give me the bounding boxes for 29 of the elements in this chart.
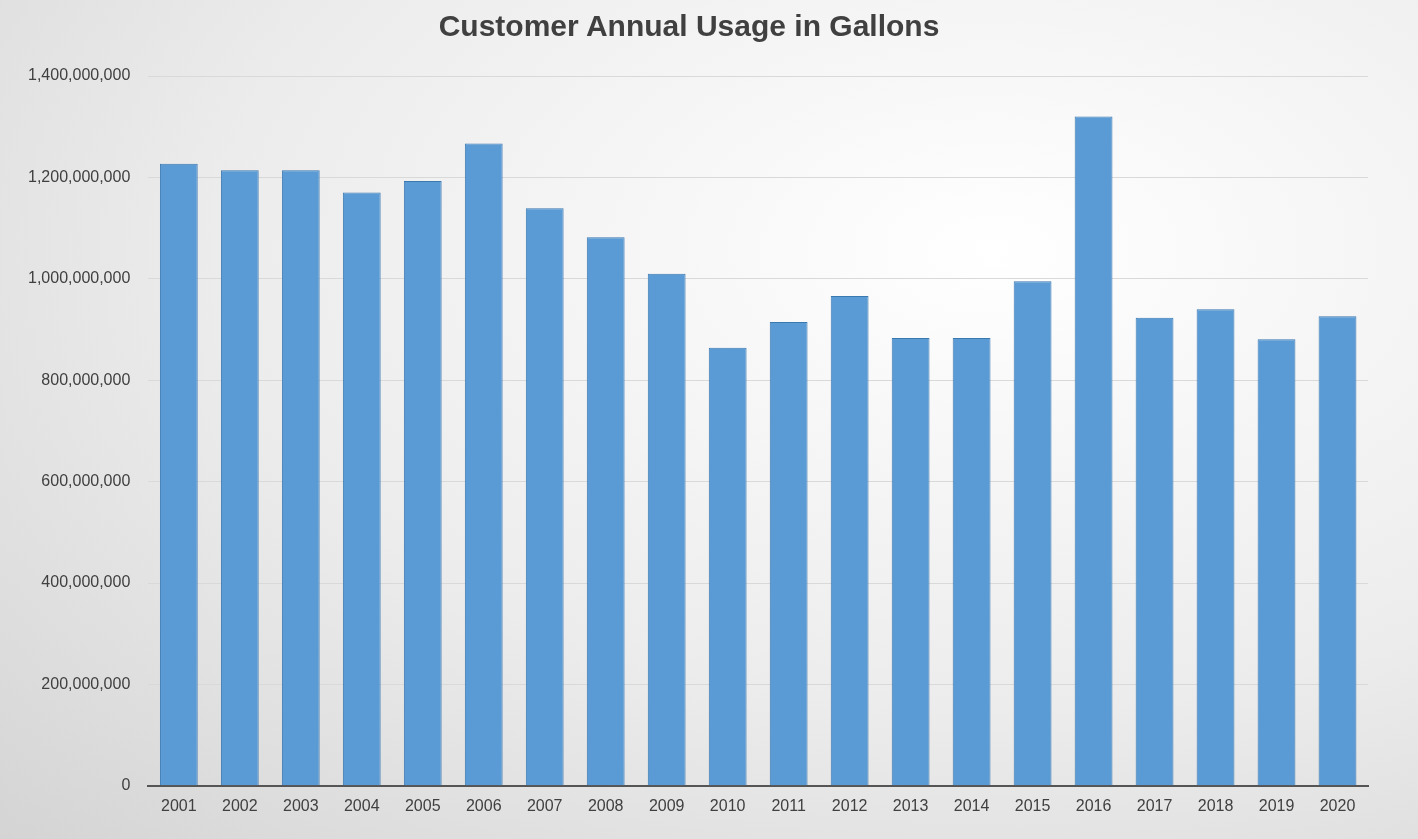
chart-title: Customer Annual Usage in Gallons bbox=[438, 9, 940, 43]
x-tick-label: 2014 bbox=[953, 796, 990, 814]
x-tick-label: 2006 bbox=[465, 796, 502, 814]
y-tick-label: 1,200,000,000 bbox=[27, 167, 131, 185]
x-tick-label: 2012 bbox=[831, 796, 868, 814]
x-tick-label: 2019 bbox=[1258, 796, 1295, 814]
y-tick-label: 200,000,000 bbox=[41, 674, 131, 692]
x-tick-label: 2004 bbox=[343, 796, 380, 814]
y-tick-label: 600,000,000 bbox=[41, 472, 131, 490]
x-tick-label: 2013 bbox=[892, 796, 929, 814]
x-tick-label: 2005 bbox=[404, 796, 441, 814]
x-tick-label: 2018 bbox=[1197, 796, 1234, 814]
x-tick-label: 2007 bbox=[526, 796, 563, 814]
x-tick-label: 2016 bbox=[1075, 796, 1112, 814]
x-tick-label: 2001 bbox=[161, 796, 197, 814]
x-tick-label: 2015 bbox=[1014, 796, 1051, 814]
y-tick-label: 400,000,000 bbox=[41, 573, 131, 591]
y-tick-label: 0 bbox=[121, 776, 131, 794]
x-tick-label: 2009 bbox=[648, 796, 685, 814]
y-tick-label: 1,400,000,000 bbox=[27, 66, 131, 84]
y-tick-label: 800,000,000 bbox=[41, 370, 131, 388]
x-tick-label: 2017 bbox=[1136, 796, 1173, 814]
x-tick-label: 2008 bbox=[587, 796, 624, 814]
x-tick-label: 2011 bbox=[771, 796, 806, 814]
x-tick-label: 2002 bbox=[222, 796, 258, 814]
x-tick-label: 2010 bbox=[709, 796, 746, 814]
y-tick-label: 1,000,000,000 bbox=[27, 269, 131, 287]
x-tick-label: 2003 bbox=[282, 796, 319, 814]
x-tick-label: 2020 bbox=[1319, 796, 1356, 814]
